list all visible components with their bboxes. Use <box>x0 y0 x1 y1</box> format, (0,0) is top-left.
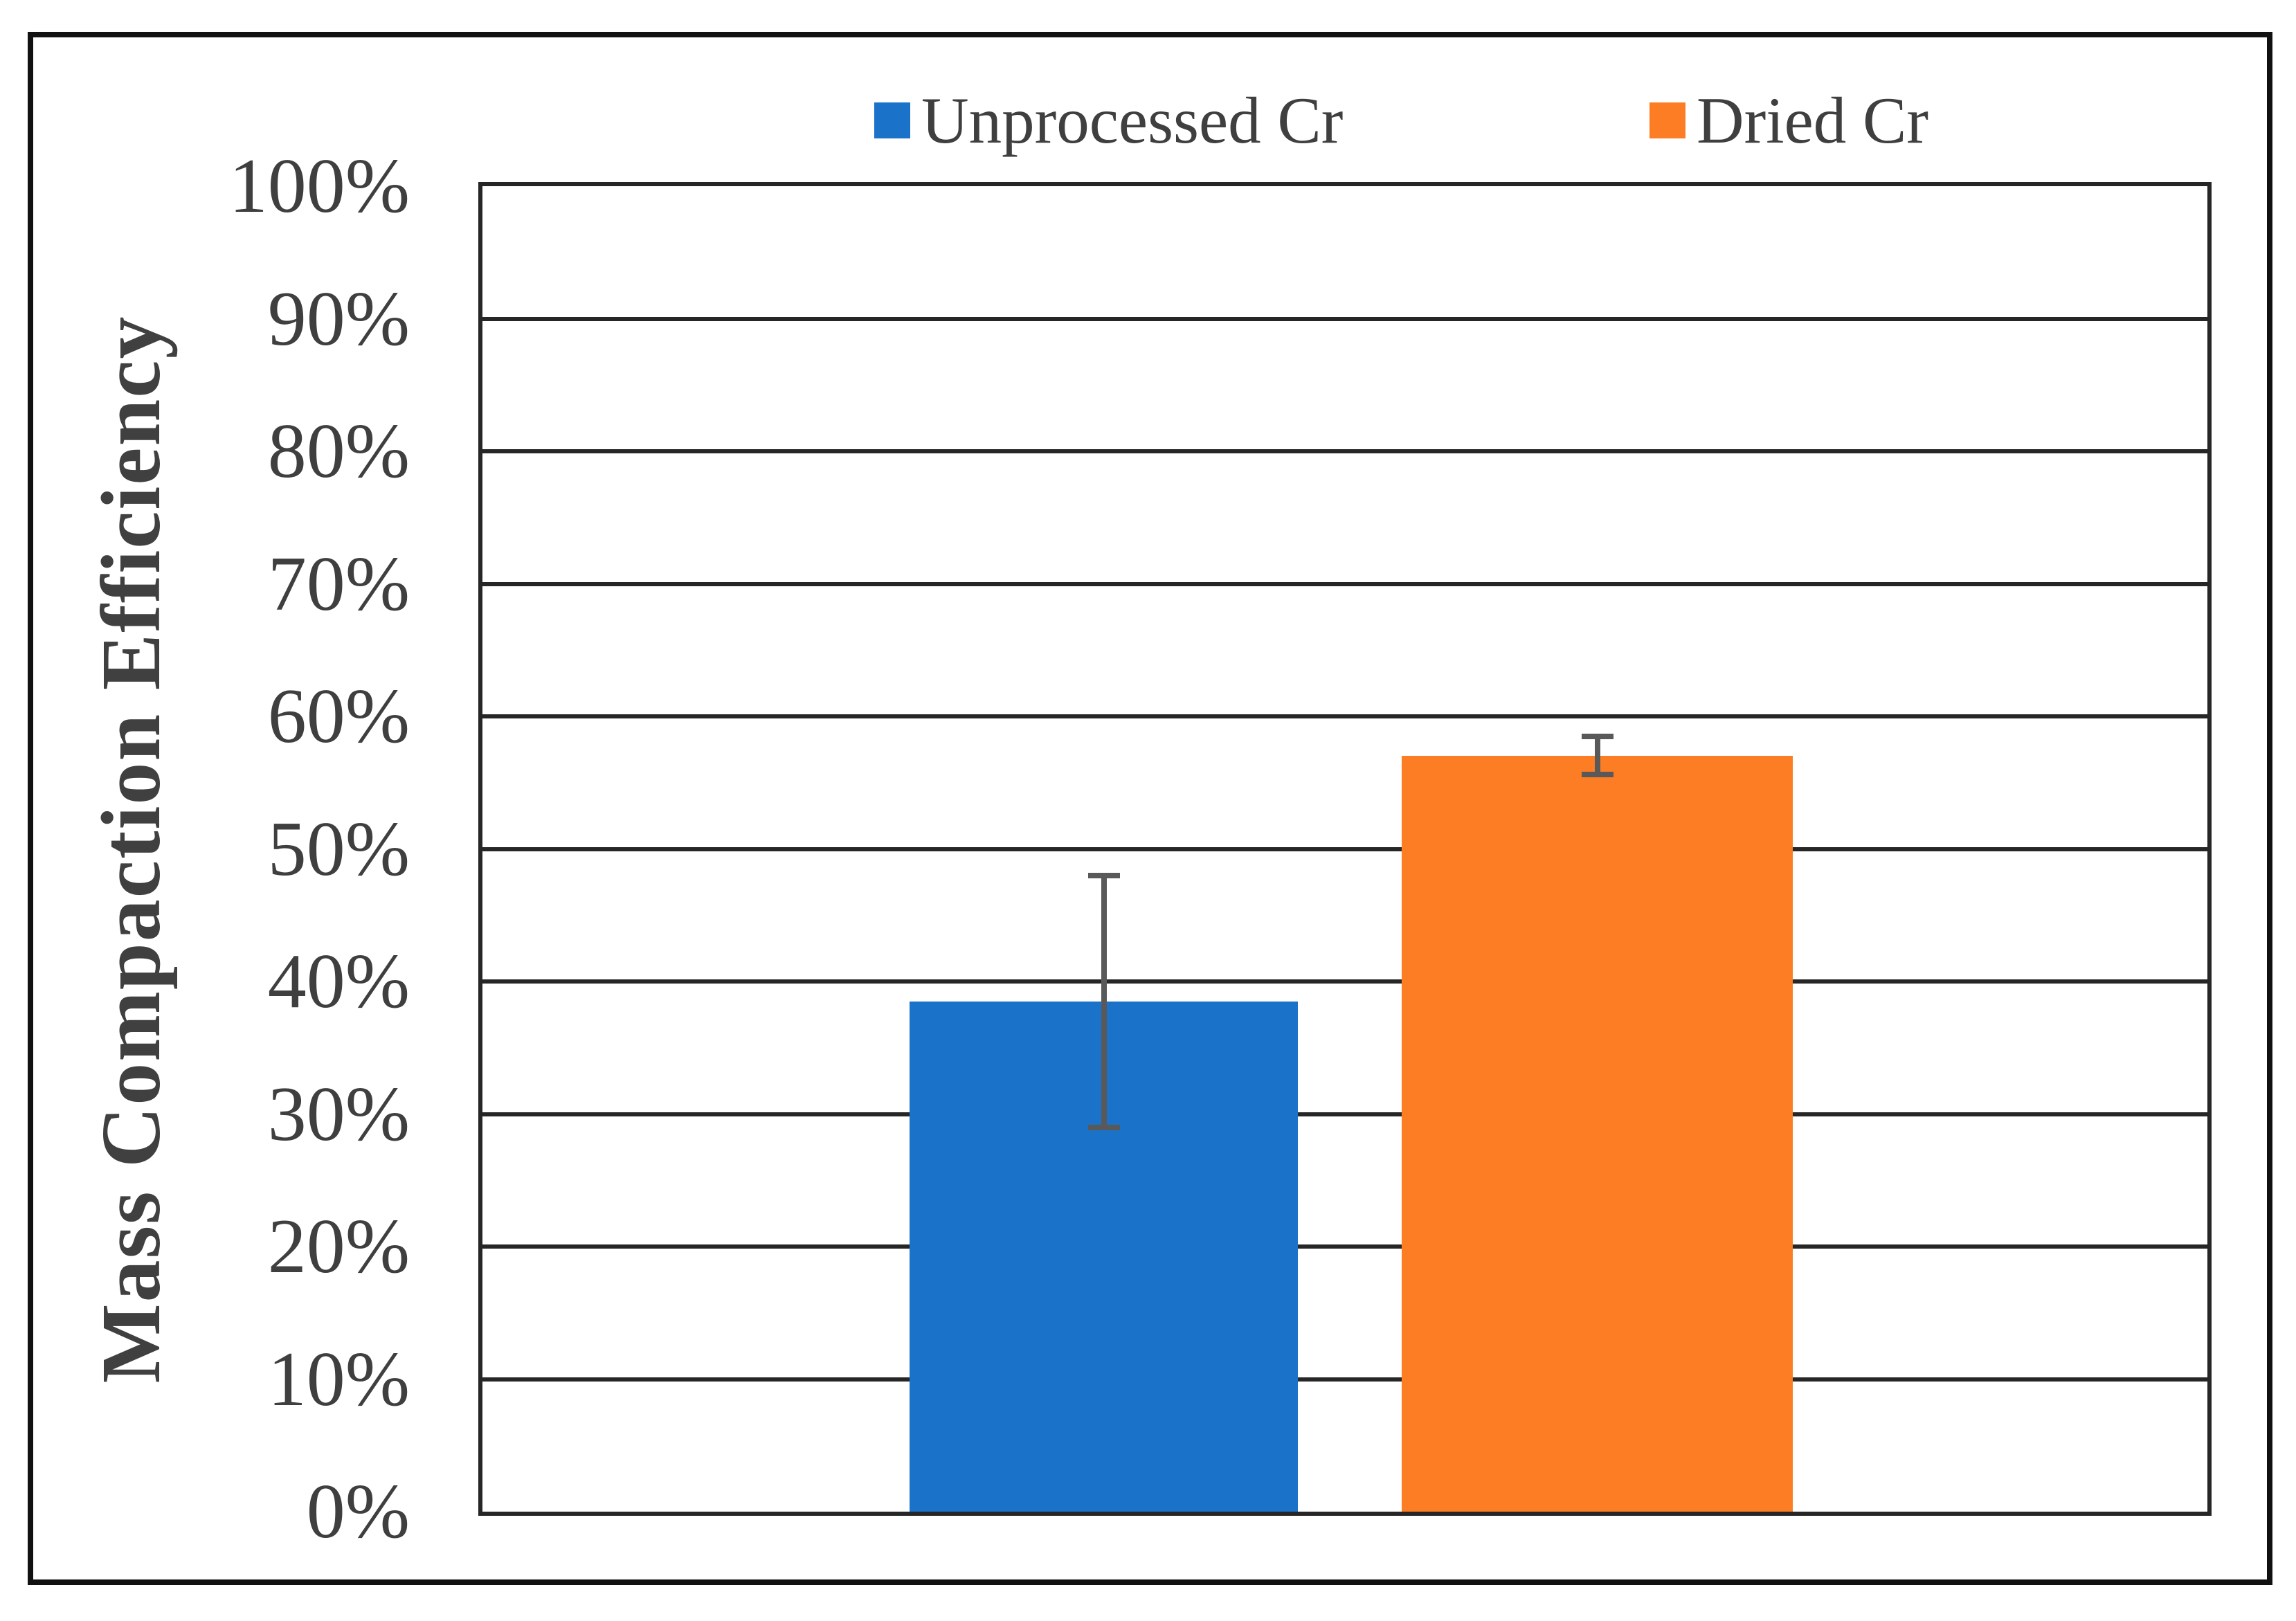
error-bar-dried-cr <box>1594 736 1600 775</box>
error-bar-cap-bottom-dried-cr <box>1581 772 1613 778</box>
y-tick-label-40pct: 40% <box>267 939 410 1024</box>
gridline-70pct <box>482 581 2207 586</box>
gridline-80pct <box>482 449 2207 453</box>
gridline-30pct <box>482 1112 2207 1116</box>
y-tick-label-70pct: 70% <box>267 541 410 627</box>
gridline-40pct <box>482 979 2207 984</box>
error-bar-cap-top-unprocessed-cr <box>1087 872 1120 878</box>
y-tick-label-100pct: 100% <box>228 143 410 229</box>
y-tick-label-20pct: 20% <box>267 1204 410 1289</box>
y-axis-title: Mass Compaction Efficiency <box>84 315 178 1384</box>
y-tick-label-90pct: 90% <box>267 275 410 362</box>
legend: Unprocessed Cr Dried Cr <box>0 72 2296 169</box>
legend-item-unprocessed-cr: Unprocessed Cr <box>874 72 1343 169</box>
y-tick-label-80pct: 80% <box>267 408 410 494</box>
gridline-10pct <box>482 1377 2207 1382</box>
y-tick-label-60pct: 60% <box>267 673 410 759</box>
plot-area <box>478 182 2212 1516</box>
error-bar-cap-top-dried-cr <box>1581 733 1613 739</box>
error-bar-cap-bottom-unprocessed-cr <box>1087 1124 1120 1130</box>
y-tick-label-50pct: 50% <box>267 806 410 892</box>
y-tick-label-30pct: 30% <box>267 1071 410 1157</box>
gridline-90pct <box>482 316 2207 321</box>
legend-swatch-dried-cr <box>1649 102 1685 138</box>
legend-item-dried-cr: Dried Cr <box>1649 72 1928 169</box>
gridline-60pct <box>482 714 2207 718</box>
legend-label-unprocessed-cr: Unprocessed Cr <box>921 83 1344 157</box>
gridline-20pct <box>482 1244 2207 1249</box>
error-bar-unprocessed-cr <box>1101 875 1107 1128</box>
y-tick-label-10pct: 10% <box>267 1336 410 1422</box>
y-tick-label-0pct: 0% <box>306 1469 410 1555</box>
gridline-50pct <box>482 846 2207 851</box>
bar-dried-cr <box>1402 756 1793 1512</box>
legend-swatch-unprocessed-cr <box>874 102 910 138</box>
legend-label-dried-cr: Dried Cr <box>1697 83 1929 157</box>
